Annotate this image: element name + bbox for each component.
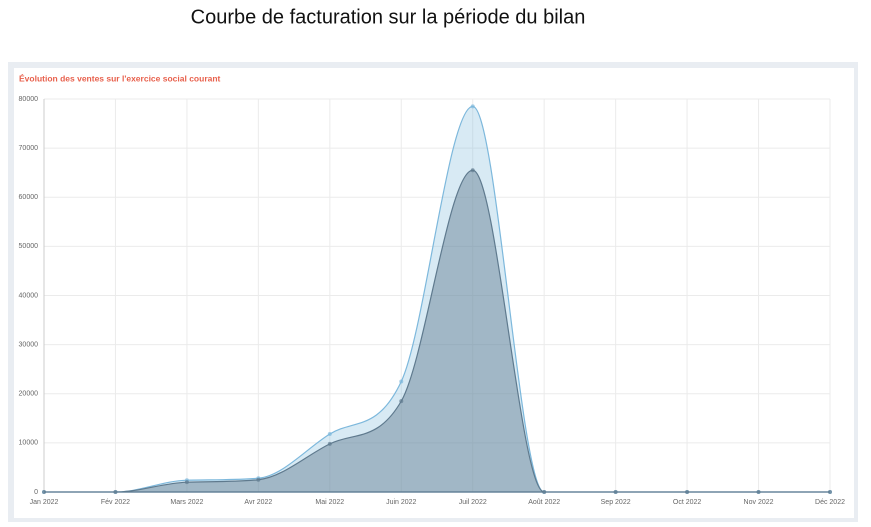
data-point	[399, 399, 404, 404]
data-point	[685, 490, 690, 494]
x-tick-label: Juil 2022	[459, 499, 487, 506]
y-tick-label: 80000	[19, 96, 39, 103]
x-tick-label: Jan 2022	[30, 499, 59, 506]
data-point	[756, 490, 761, 494]
y-tick-label: 10000	[19, 440, 39, 447]
y-tick-label: 70000	[19, 145, 39, 152]
x-tick-label: Oct 2022	[673, 499, 702, 506]
x-tick-label: Nov 2022	[744, 499, 774, 506]
data-point	[470, 168, 475, 173]
x-tick-label: Déc 2022	[815, 499, 845, 506]
x-tick-label: Mai 2022	[315, 499, 344, 506]
data-point	[613, 490, 618, 494]
x-tick-label: Fév 2022	[101, 499, 130, 506]
data-point	[828, 490, 832, 494]
data-point	[256, 477, 261, 482]
page-title: Courbe de facturation sur la période du …	[191, 6, 586, 28]
y-tick-label: 40000	[19, 292, 39, 299]
data-point	[327, 432, 332, 437]
data-point	[327, 441, 332, 446]
data-point	[542, 490, 547, 494]
y-tick-label: 50000	[19, 243, 39, 250]
data-point	[399, 379, 404, 384]
data-point	[42, 490, 46, 494]
y-tick-label: 20000	[19, 391, 39, 398]
y-tick-label: 0	[34, 489, 38, 496]
x-tick-label: Juin 2022	[386, 499, 416, 506]
data-point	[470, 104, 475, 109]
x-tick-label: Sep 2022	[601, 499, 631, 506]
x-tick-label: Mars 2022	[170, 499, 203, 506]
data-point	[184, 480, 189, 485]
x-tick-label: Avr 2022	[244, 499, 272, 506]
y-tick-label: 60000	[19, 194, 39, 201]
chart-title: Évolution des ventes sur l'exercice soci…	[19, 73, 221, 83]
y-tick-label: 30000	[19, 341, 39, 348]
x-tick-label: Août 2022	[528, 499, 560, 506]
data-point	[113, 490, 118, 494]
